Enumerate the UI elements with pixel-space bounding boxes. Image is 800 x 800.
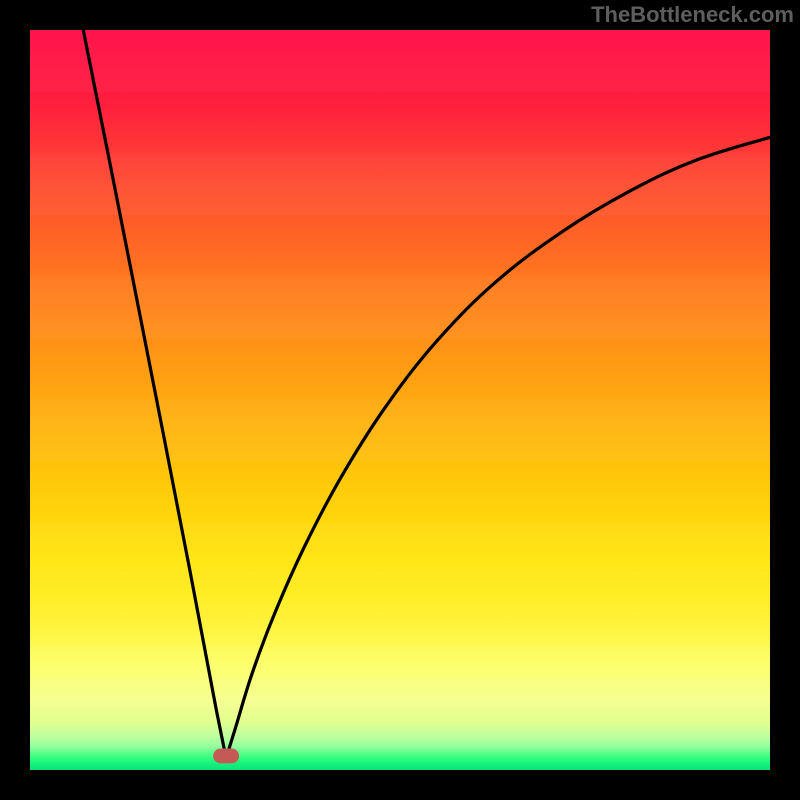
grid-band (30, 277, 770, 339)
grid-band (30, 30, 770, 92)
optimal-marker (213, 749, 239, 764)
grid-band (30, 523, 770, 585)
grid-band (30, 153, 770, 215)
bottleneck-chart (0, 0, 800, 800)
grid-band (30, 400, 770, 462)
grid-band (30, 647, 770, 709)
attribution-text: TheBottleneck.com (591, 2, 794, 28)
